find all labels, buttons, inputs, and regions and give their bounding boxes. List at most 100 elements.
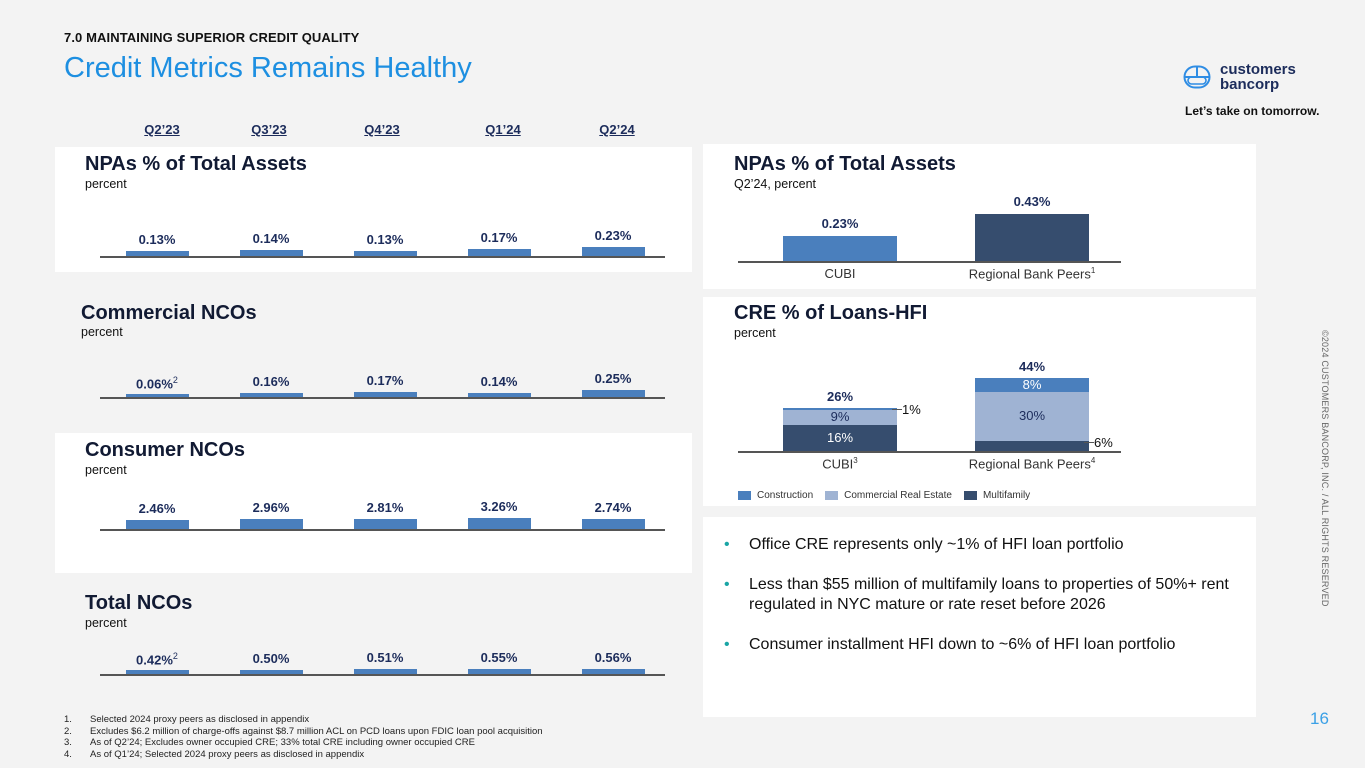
highlights-panel bbox=[703, 517, 1256, 717]
bar bbox=[582, 519, 645, 529]
footnote-mark: 2 bbox=[172, 651, 178, 662]
footnote-mark: 2 bbox=[172, 375, 178, 385]
footnote-number: 4. bbox=[64, 748, 72, 760]
stacked-segment bbox=[975, 441, 1089, 451]
copyright-text: ©2024 CUSTOMERS BANCORP, INC. / ALL RIGH… bbox=[1320, 330, 1330, 607]
bar-value-label: 2.96% bbox=[252, 499, 290, 515]
footnote-number: 3. bbox=[64, 737, 72, 748]
category-label: Regional Bank Peers4 bbox=[968, 456, 1096, 472]
chart-subtitle: percent bbox=[734, 326, 776, 340]
leader-line bbox=[892, 409, 902, 411]
bar bbox=[354, 250, 417, 256]
bar bbox=[783, 235, 897, 261]
bar-value-label: 0.23% bbox=[821, 215, 859, 231]
bar-value-label: 0.56% bbox=[594, 649, 632, 665]
footnote-number: 1. bbox=[64, 714, 72, 725]
footnote-mark: 3 bbox=[853, 456, 858, 465]
bar-value-label: 0.13% bbox=[366, 231, 404, 247]
chart-baseline bbox=[738, 261, 1121, 263]
bar-value-label: 0.13% bbox=[138, 231, 176, 247]
bullet-item: • Office CRE represents only ~1% of HFI l… bbox=[722, 535, 1242, 555]
page-number: 16 bbox=[1310, 709, 1329, 728]
chart-title: NPAs % of Total Assets bbox=[85, 153, 307, 175]
bullet-text: Office CRE represents only ~1% of HFI lo… bbox=[749, 536, 1124, 553]
chart-title: NPAs % of Total Assets bbox=[734, 153, 956, 175]
brand-line-1: customers bbox=[1220, 61, 1296, 78]
legend-swatch-cre bbox=[825, 491, 839, 500]
commercial-ncos-panel: Commercial NCOs percent 0.06%2 0.16% 0.17%… bbox=[55, 292, 692, 407]
chart-subtitle: percent bbox=[85, 463, 127, 477]
quarter-label: Q2’24 bbox=[599, 122, 635, 137]
bar-value-label: 0.14% bbox=[480, 374, 518, 390]
bar bbox=[354, 669, 417, 674]
bar-value-label: 0.16% bbox=[252, 373, 290, 389]
company-logo: customers bancorp bbox=[1183, 62, 1296, 92]
footnote: 3. As of Q2’24; Excludes owner occupied C… bbox=[64, 737, 543, 749]
chart-subtitle: percent bbox=[85, 616, 127, 630]
bullet-dot-icon: • bbox=[724, 636, 730, 653]
bar-value-label: 0.50% bbox=[252, 650, 290, 666]
bullet-dot-icon: • bbox=[724, 536, 730, 553]
quarter-label: Q2’23 bbox=[144, 122, 180, 137]
legend-item: Multifamily bbox=[982, 490, 1031, 501]
bar-value-label: 0.23% bbox=[594, 227, 632, 243]
footnote-mark: 1 bbox=[1090, 266, 1096, 275]
bar bbox=[582, 390, 645, 397]
bar bbox=[582, 668, 645, 674]
chart-baseline bbox=[100, 674, 665, 676]
bar-value-label: 2.74% bbox=[594, 500, 632, 516]
bar bbox=[126, 394, 189, 397]
segment-label: 30% bbox=[1018, 408, 1046, 424]
segment-label: 6% bbox=[1094, 435, 1113, 451]
consumer-ncos-panel: Consumer NCOs percent 2.46% 2.96% 2.81% 3.2… bbox=[55, 433, 692, 573]
bar-value-label: 0.25% bbox=[594, 371, 632, 386]
legend-item: Commercial Real Estate bbox=[844, 490, 952, 501]
npas-panel: NPAs % of Total Assets percent 0.13% 0.14… bbox=[55, 147, 692, 272]
category-label: CUBI3 bbox=[822, 456, 858, 472]
footnotes: 1. Selected 2024 proxy peers as disclosed… bbox=[64, 714, 543, 760]
bullet-text: Consumer installment HFI down to ~6% of … bbox=[749, 636, 1176, 653]
footnote-text: Excludes $6.2 million of charge-offs aga… bbox=[90, 725, 543, 737]
copyright-notice: ©2024 CUSTOMERS BANCORP, INC. / ALL RIGH… bbox=[1318, 330, 1332, 615]
segment-label: 1% bbox=[902, 402, 921, 418]
footnote-text: Selected 2024 proxy peers as disclosed i… bbox=[90, 714, 310, 725]
footnote-text: As of Q2’24; Excludes owner occupied CRE… bbox=[90, 737, 475, 748]
bar-value-label: 0.43% bbox=[1013, 193, 1051, 209]
footnote-text: As of Q1’24; Selected 2024 proxy peers a… bbox=[90, 748, 365, 760]
bar bbox=[240, 250, 303, 256]
total-ncos-panel: Total NCOs percent 0.42%2 0.50% 0.51% 0.55%… bbox=[55, 586, 692, 686]
bar-value-label: 3.26% bbox=[480, 498, 518, 514]
segment-label: 8% bbox=[1022, 377, 1042, 392]
category-label: Regional Bank Peers1 bbox=[968, 266, 1096, 282]
brand-line-2: bancorp bbox=[1220, 76, 1280, 93]
footnote-mark: 4 bbox=[1090, 456, 1096, 465]
stacked-segment bbox=[783, 408, 897, 410]
total-label: 26% bbox=[826, 389, 854, 405]
footnote: 4. As of Q1’24; Selected 2024 proxy peers… bbox=[64, 749, 543, 761]
quarter-label: Q4’23 bbox=[364, 122, 400, 137]
npas-peer-panel: NPAs % of Total Assets Q2’24, percent 0.… bbox=[703, 144, 1256, 289]
chart-title: Total NCOs bbox=[85, 592, 193, 614]
chart-subtitle: percent bbox=[81, 325, 123, 339]
bar-value-label: 2.81% bbox=[366, 500, 404, 516]
chart-subtitle: percent bbox=[85, 177, 127, 191]
quarter-label: Q1’24 bbox=[485, 122, 521, 137]
brand-name: customers bancorp bbox=[1220, 62, 1296, 92]
leader-line bbox=[1084, 442, 1094, 444]
section-label: 7.0 MAINTAINING SUPERIOR CREDIT QUALITY bbox=[64, 30, 360, 45]
bar bbox=[354, 519, 417, 529]
bar bbox=[354, 392, 417, 397]
bar bbox=[126, 520, 189, 529]
chart-title: Commercial NCOs bbox=[81, 302, 257, 324]
bar-value-label: 0.42%2 bbox=[136, 651, 178, 668]
bar bbox=[240, 392, 303, 397]
footnote-number: 2. bbox=[64, 725, 72, 737]
chart-baseline bbox=[738, 451, 1121, 453]
bar-value-label: 0.06%2 bbox=[136, 375, 178, 392]
bar bbox=[126, 670, 189, 674]
bullet-item: • Less than $55 million of multifamily lo… bbox=[722, 575, 1242, 615]
legend-swatch-construction bbox=[738, 491, 751, 500]
segment-label: 16% bbox=[826, 429, 854, 445]
legend-swatch-multifamily bbox=[963, 491, 977, 500]
cre-panel: CRE % of Loans-HFI percent Construction … bbox=[703, 297, 1256, 506]
